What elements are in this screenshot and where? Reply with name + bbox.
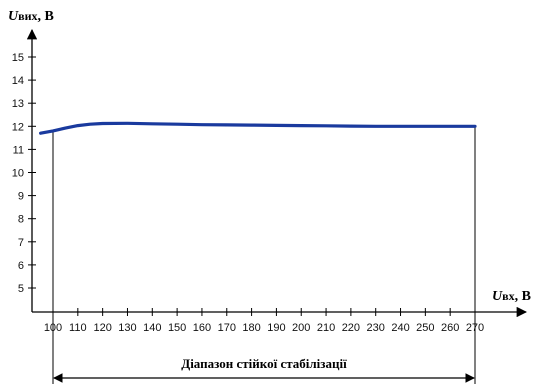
x-tick-label: 260 (441, 322, 459, 334)
y-tick-label: 6 (18, 260, 24, 272)
x-axis-title: Uвх, В (492, 289, 531, 304)
y-tick-label: 8 (18, 214, 24, 226)
x-tick-label: 140 (143, 322, 161, 334)
y-tick-label: 7 (18, 237, 24, 249)
y-tick-label: 11 (13, 144, 24, 156)
y-tick-label: 5 (18, 283, 24, 295)
y-tick-label: 9 (18, 191, 24, 203)
y-axis-title: Uвих, В (8, 9, 54, 24)
output-voltage-line (39, 121, 477, 135)
x-tick-label: 110 (69, 322, 87, 334)
stabilization-range-label: Діапазон стійкої стабілізації (181, 356, 347, 371)
x-tick-label: 160 (193, 322, 211, 334)
x-tick-label: 230 (367, 322, 385, 334)
y-tick-label: 15 (12, 52, 24, 64)
y-axis-ticks: 5 6 7 8 9 10 11 12 13 14 15 (12, 52, 36, 295)
x-tick-label: 220 (342, 322, 360, 334)
y-tick-label: 12 (12, 121, 24, 133)
x-tick-label: 210 (317, 322, 335, 334)
x-tick-label: 240 (391, 322, 409, 334)
x-tick-label: 120 (93, 322, 111, 334)
x-tick-label: 170 (218, 322, 236, 334)
y-tick-label: 10 (12, 168, 24, 180)
x-tick-label: 190 (267, 322, 285, 334)
y-tick-label: 13 (12, 98, 24, 110)
x-tick-label: 250 (416, 322, 434, 334)
x-tick-label: 150 (168, 322, 186, 334)
x-tick-label: 200 (292, 322, 310, 334)
y-tick-label: 14 (12, 75, 24, 87)
x-tick-label: 130 (118, 322, 136, 334)
x-tick-label: 180 (242, 322, 260, 334)
